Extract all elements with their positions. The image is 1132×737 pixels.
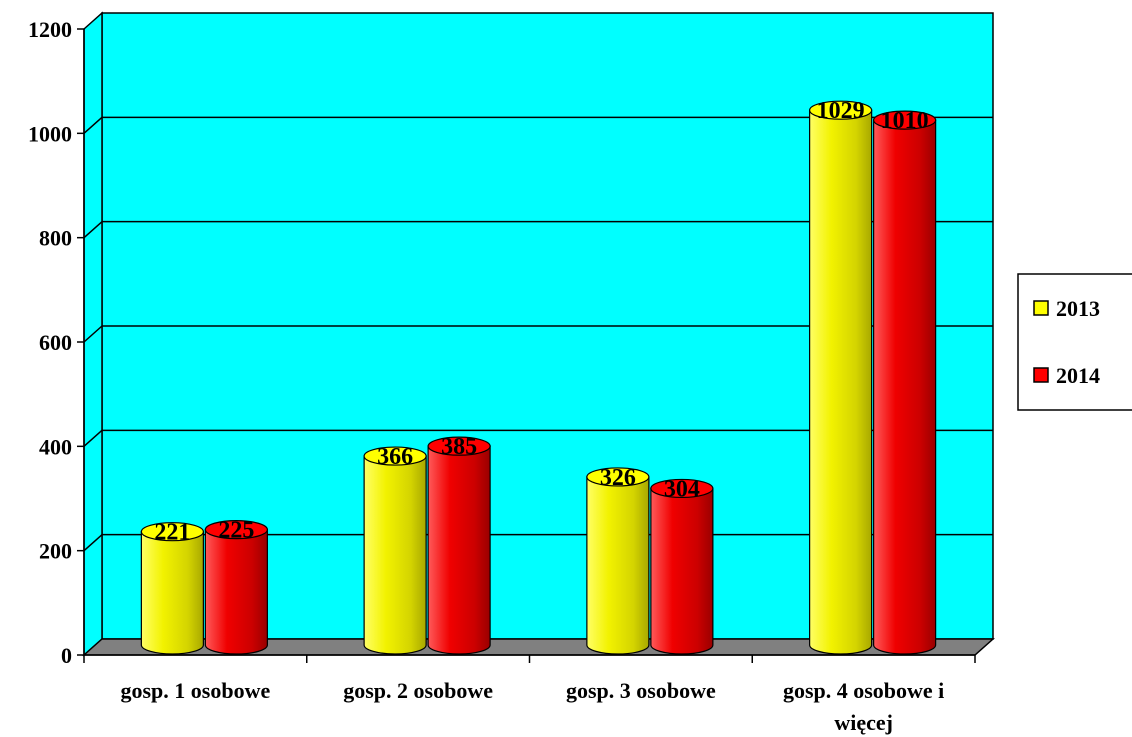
bar-2013-0 [140, 522, 204, 655]
grid-line-side [83, 534, 103, 552]
data-label: 304 [664, 476, 700, 502]
data-label: 1010 [881, 108, 929, 134]
data-label: 221 [154, 520, 190, 546]
x-tick-label: gosp. 1 osobowe [121, 678, 271, 703]
grid-line-side [83, 221, 103, 239]
legend-swatch-2013 [1033, 300, 1049, 316]
data-labels: 221 225 366 385 326 304 1029 1010 [154, 98, 928, 546]
y-tick-label: 1000 [28, 121, 72, 146]
legend-label-2014: 2014 [1056, 363, 1100, 388]
x-tick-label: więcej [834, 710, 893, 735]
y-tick-label: 1200 [28, 17, 72, 42]
grid-line-side [83, 429, 103, 447]
data-label: 326 [600, 465, 636, 491]
grid-line-side [83, 325, 103, 343]
legend: 2013 2014 [1017, 273, 1132, 411]
x-tick-label: gosp. 4 osobowe i [783, 678, 944, 703]
bar-2013-3 [809, 100, 873, 655]
data-label: 366 [377, 444, 413, 470]
y-tick-label: 0 [61, 643, 72, 668]
bars [140, 100, 937, 655]
y-axis-ticks: 0 200 400 600 800 1000 1200 [28, 17, 84, 668]
y-tick-label: 200 [39, 539, 72, 564]
bar-2014-3 [873, 110, 937, 655]
x-axis-labels: gosp. 1 osobowe gosp. 2 osobowe gosp. 3 os… [121, 678, 945, 735]
x-tick-label: gosp. 3 osobowe [566, 678, 716, 703]
x-tick-label: gosp. 2 osobowe [343, 678, 493, 703]
bar-2014-2 [650, 478, 714, 655]
legend-frame [1017, 273, 1132, 411]
legend-label-2013: 2013 [1056, 296, 1100, 321]
data-label: 225 [218, 518, 254, 544]
grid-line-side [83, 116, 103, 134]
bar-2013-1 [363, 446, 427, 655]
legend-swatch-2014 [1033, 367, 1049, 383]
bar-2014-0 [204, 520, 268, 655]
bar-2013-2 [586, 467, 650, 655]
y-tick-label: 800 [39, 226, 72, 251]
y-tick-label: 600 [39, 330, 72, 355]
y-tick-label: 400 [39, 434, 72, 459]
data-label: 385 [441, 434, 477, 460]
bar-2014-1 [427, 436, 491, 655]
data-label: 1029 [817, 98, 865, 124]
